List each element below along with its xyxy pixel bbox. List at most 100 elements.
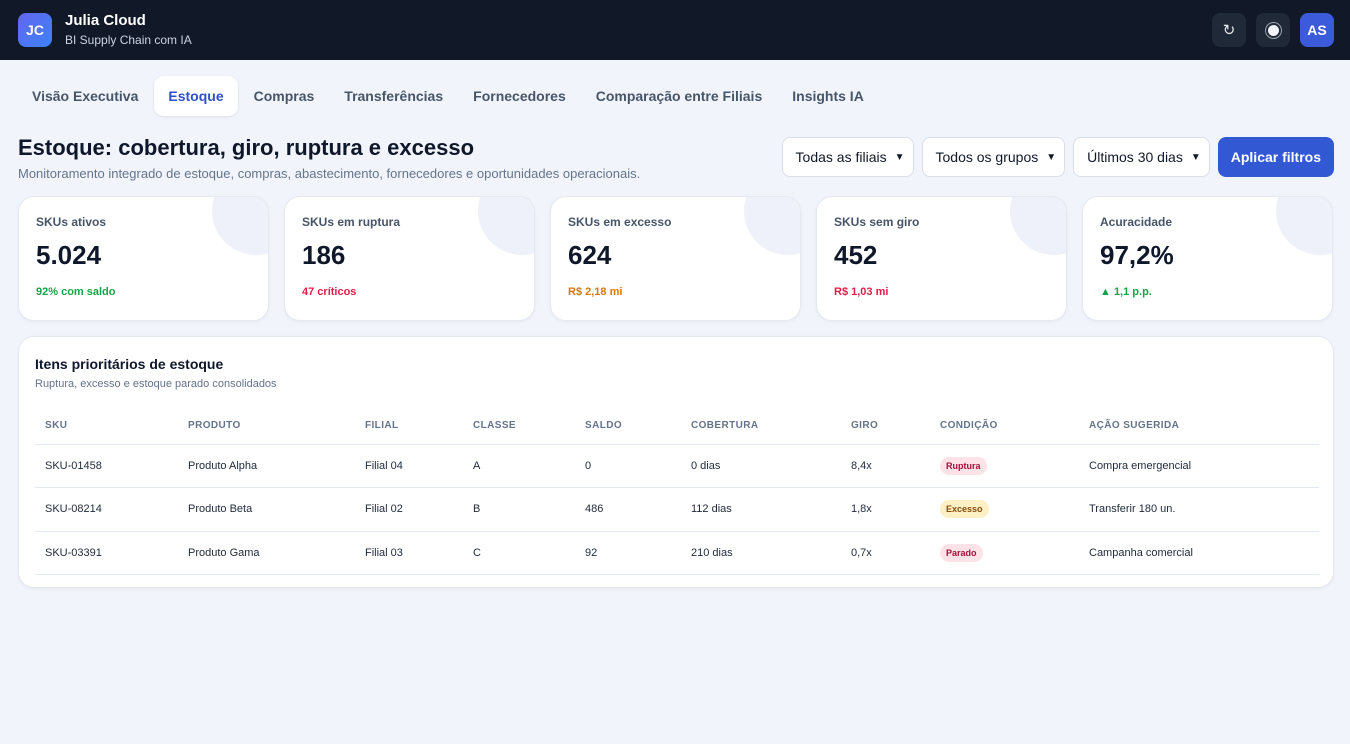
app-logo: JC [18,13,52,47]
column-header-condicao[interactable]: CONDIÇÃO [930,408,1079,445]
kpi-label: SKUs sem giro [834,215,920,229]
cell-classe: A [463,444,575,488]
cell-sku: SKU-01458 [35,444,178,488]
cell-acao: Campanha comercial [1079,531,1319,575]
table-row[interactable]: SKU-03391 Produto Gama Filial 03 C 92 21… [35,531,1319,575]
cell-cobertura: 0 dias [681,444,841,488]
chevron-down-icon: ▼ [894,151,905,163]
column-header-saldo[interactable]: SALDO [575,408,681,445]
cell-filial: Filial 04 [355,444,463,488]
kpi-cards: SKUs ativos 5.024 92% com saldo SKUs em … [18,196,1333,321]
cell-produto: Produto Alpha [178,444,355,488]
chevron-down-icon: ▼ [1046,151,1057,163]
cell-produto: Produto Beta [178,487,355,532]
cell-classe: B [463,487,575,532]
cell-sku: SKU-03391 [35,531,178,575]
kpi-note: R$ 2,18 mi [568,286,623,298]
kpi-value: 97,2% [1100,240,1174,270]
kpi-label: SKUs em ruptura [302,215,401,229]
column-header-classe[interactable]: CLASSE [463,408,575,445]
kpi-note: R$ 1,03 mi [834,286,889,298]
branch-select[interactable]: Todas as filiais ▼ [781,137,914,177]
status-badge: Parado [940,543,983,562]
kpi-label: SKUs em excesso [568,215,672,229]
nav-tabs: Visão Executiva Estoque Compras Transfer… [18,76,880,116]
column-header-sku[interactable]: SKU [35,408,178,445]
kpi-card-acuracidade: Acuracidade 97,2% ▲ 1,1 p.p. [1082,196,1333,321]
cell-giro: 1,8x [841,487,930,532]
column-header-produto[interactable]: PRODUTO [178,408,355,445]
cell-sku: SKU-08214 [35,487,178,532]
kpi-note: 92% com saldo [36,286,116,298]
column-header-acao[interactable]: AÇÃO SUGERIDA [1079,408,1319,445]
kpi-label: Acuracidade [1100,215,1173,229]
filters-bar: Todas as filiais ▼ Todos os grupos ▼ Últim… [781,137,1334,177]
kpi-value: 452 [834,240,878,270]
status-badge: Excesso [940,500,989,519]
panel-title: Itens prioritários de estoque [35,356,224,372]
tab-comparacao-filiais[interactable]: Comparação entre Filiais [595,88,763,104]
cell-produto: Produto Gama [178,531,355,575]
top-actions: ↻ AS [1212,13,1334,47]
period-select[interactable]: Últimos 30 dias ▼ [1073,137,1210,177]
cell-saldo: 0 [575,444,681,488]
cell-classe: C [463,531,575,575]
app-title: Julia Cloud [65,12,146,29]
kpi-card-skus-ativos: SKUs ativos 5.024 92% com saldo [18,196,269,321]
cell-giro: 8,4x [841,444,930,488]
table-row[interactable]: SKU-08214 Produto Beta Filial 02 B 486 1… [35,487,1319,532]
page-header: Estoque: cobertura, giro, ruptura e exce… [18,134,640,181]
group-select[interactable]: Todos os grupos ▼ [921,137,1066,177]
kpi-label: SKUs ativos [36,215,107,229]
panel-subtitle: Ruptura, excesso e estoque parado consol… [35,378,277,390]
theme-toggle-button[interactable] [1256,13,1290,47]
cell-giro: 0,7x [841,531,930,575]
theme-icon [1267,24,1279,36]
tab-insights-ia[interactable]: Insights IA [792,88,864,104]
tab-fornecedores[interactable]: Fornecedores [473,88,566,104]
refresh-icon: ↻ [1222,22,1236,39]
priority-items-panel: Itens prioritários de estoque Ruptura, e… [18,336,1334,588]
tab-estoque[interactable]: Estoque [154,76,238,116]
kpi-note: 47 críticos [302,286,357,298]
top-bar: JC Julia Cloud BI Supply Chain com IA ↻ … [0,0,1350,60]
cell-filial: Filial 02 [355,487,463,532]
tab-compras[interactable]: Compras [253,88,315,104]
period-select-value: Últimos 30 dias [1087,149,1183,165]
cell-condicao: Parado [930,531,1079,575]
page-subtitle: Monitoramento integrado de estoque, comp… [18,166,641,181]
cell-acao: Compra emergencial [1079,444,1319,488]
kpi-note: ▲ 1,1 p.p. [1100,286,1152,298]
column-header-filial[interactable]: FILIAL [355,408,463,445]
status-badge: Ruptura [940,456,987,475]
kpi-card-skus-excesso: SKUs em excesso 624 R$ 2,18 mi [550,196,801,321]
cell-saldo: 486 [575,487,681,532]
branch-select-value: Todas as filiais [795,149,887,165]
chevron-down-icon: ▼ [1190,151,1201,163]
kpi-value: 186 [302,240,346,270]
cell-acao: Transferir 180 un. [1079,487,1319,532]
tab-transferencias[interactable]: Transferências [344,88,444,104]
cell-condicao: Ruptura [930,444,1079,488]
tab-visao-executiva[interactable]: Visão Executiva [32,88,139,104]
refresh-button[interactable]: ↻ [1212,13,1246,47]
cell-cobertura: 112 dias [681,487,841,532]
kpi-card-skus-sem-giro: SKUs sem giro 452 R$ 1,03 mi [816,196,1067,321]
cell-cobertura: 210 dias [681,531,841,575]
kpi-value: 624 [568,240,612,270]
column-header-cobertura[interactable]: COBERTURA [681,408,841,445]
kpi-card-skus-ruptura: SKUs em ruptura 186 47 críticos [284,196,535,321]
app-subtitle: BI Supply Chain com IA [65,33,192,47]
cell-condicao: Excesso [930,487,1079,532]
brand: Julia Cloud BI Supply Chain com IA [65,12,192,48]
user-avatar[interactable]: AS [1300,13,1334,47]
page-title: Estoque: cobertura, giro, ruptura e exce… [18,135,475,160]
table-row[interactable]: SKU-01458 Produto Alpha Filial 04 A 0 0 … [35,444,1319,488]
column-header-giro[interactable]: GIRO [841,408,930,445]
apply-filters-button[interactable]: Aplicar filtros [1217,137,1334,177]
cell-filial: Filial 03 [355,531,463,575]
kpi-value: 5.024 [36,240,102,270]
table-header-row: SKU PRODUTO FILIAL CLASSE SALDO COBERTUR… [35,408,1319,445]
group-select-value: Todos os grupos [935,149,1039,165]
cell-saldo: 92 [575,531,681,575]
